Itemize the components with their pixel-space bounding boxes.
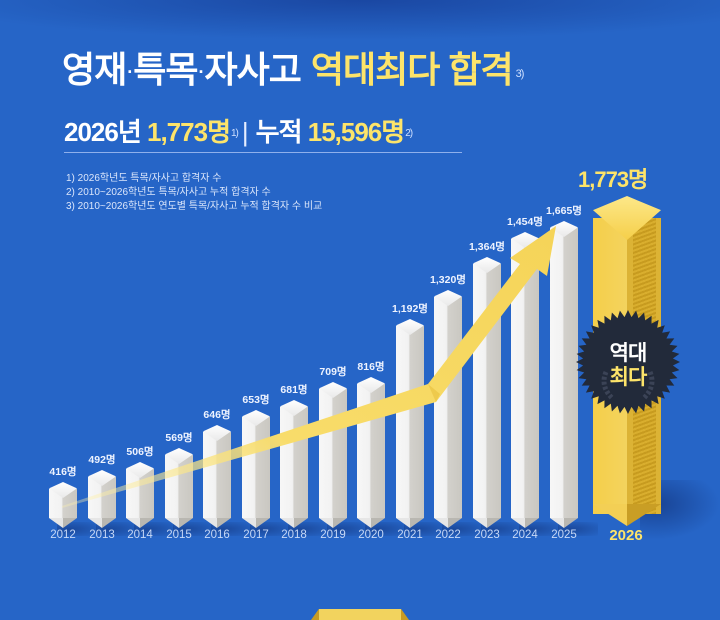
bar-2016 — [203, 425, 251, 536]
stats-summary: 2026년 1,773명1) | 누적 15,596명2) — [64, 115, 413, 149]
year-label-2018: 2018 — [281, 529, 307, 541]
year-label-2015: 2015 — [166, 529, 192, 541]
bar-2025 — [550, 221, 598, 536]
title-part-autonomous: 자사고 — [204, 49, 302, 90]
bar-2017 — [242, 410, 290, 536]
year-label-2017: 2017 — [243, 529, 269, 541]
cumulative-count: 15,596명 — [307, 117, 405, 147]
value-label-2025: 1,665명 — [546, 205, 582, 217]
title-footnote: 3) — [515, 68, 525, 80]
bar-2018 — [280, 400, 328, 536]
year-count: 1,773명 — [147, 117, 231, 147]
badge-line1: 역대 — [609, 342, 648, 365]
year-label-2012: 2012 — [50, 529, 76, 541]
bar-2019 — [319, 382, 367, 536]
bar-2012 — [49, 482, 97, 536]
year-label-2014: 2014 — [127, 529, 153, 541]
record-badge: 역대 최다 — [576, 310, 680, 414]
value-label-2022: 1,320명 — [430, 274, 466, 286]
title-highlight: 역대최다 합격 — [310, 49, 514, 90]
laurel-icon — [601, 371, 655, 400]
year-label-2025: 2025 — [551, 529, 577, 541]
value-label-2016: 646명 — [203, 409, 231, 421]
bar-2021 — [396, 319, 444, 536]
stats-underline — [64, 152, 462, 153]
value-label-2019: 709명 — [319, 366, 347, 378]
value-label-2013: 492명 — [88, 454, 116, 466]
value-label-2023: 1,364명 — [469, 241, 505, 253]
stats-separator: | — [241, 117, 249, 147]
year-label: 2026년 — [64, 117, 142, 147]
footnote-2: 2) 2010~2026학년도 특목/자사고 누적 합격자 수 — [66, 187, 271, 198]
value-label-2020: 816명 — [357, 361, 385, 373]
bar-2022 — [434, 290, 482, 536]
gold-ingot-decoration — [311, 609, 409, 620]
year-label-2013: 2013 — [89, 529, 115, 541]
value-label-2018: 681명 — [280, 384, 308, 396]
year-label-2021: 2021 — [397, 529, 423, 541]
badge-line2: 최다 — [609, 366, 648, 389]
cumulative-label: 누적 — [255, 117, 303, 147]
value-label-2012: 416명 — [49, 466, 77, 478]
cumulative-footnote: 2) — [405, 128, 413, 139]
footnote-3: 3) 2010~2026학년도 연도별 특목/자사고 누적 합격자 수 비교 — [66, 201, 323, 212]
bar-2014 — [126, 462, 174, 536]
value-label-2014: 506명 — [126, 446, 154, 458]
footnotes: 1) 2026학년도 특목/자사고 합격자 수 2) 2010~2026학년도 … — [66, 172, 322, 214]
year-label-2020: 2020 — [358, 529, 384, 541]
starburst-icon — [576, 310, 680, 414]
year-label-2019: 2019 — [320, 529, 346, 541]
gold-bar-value: 1,773명 — [578, 167, 648, 192]
value-label-2021: 1,192명 — [392, 303, 428, 315]
year-label-2023: 2023 — [474, 529, 500, 541]
value-label-2015: 569명 — [165, 432, 193, 444]
value-label-2024: 1,454명 — [507, 216, 543, 228]
year-footnote: 1) — [230, 128, 239, 139]
footnote-1: 1) 2026학년도 특목/자사고 합격자 수 — [66, 173, 222, 184]
title-separator: · — [198, 62, 205, 83]
title-part-special: 특목 — [133, 49, 198, 90]
title-part-gifted: 영재 — [62, 49, 127, 90]
value-label-2017: 653명 — [242, 394, 270, 406]
year-label-2016: 2016 — [204, 529, 230, 541]
title-separator: · — [127, 62, 133, 83]
year-label-2022: 2022 — [435, 529, 461, 541]
page-title: 영재·특목·자사고 역대최다 합격 3) — [62, 48, 525, 94]
year-label-2024: 2024 — [512, 529, 538, 541]
year-label-2026: 2026 — [609, 527, 643, 544]
